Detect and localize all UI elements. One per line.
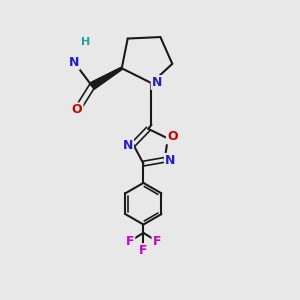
Text: O: O — [72, 103, 83, 116]
Text: N: N — [123, 139, 133, 152]
Text: H: H — [82, 37, 91, 46]
Text: N: N — [165, 154, 175, 167]
Text: F: F — [126, 235, 134, 248]
Text: N: N — [152, 76, 162, 89]
Text: F: F — [139, 244, 148, 257]
Text: N: N — [69, 56, 80, 69]
Text: O: O — [167, 130, 178, 143]
Text: F: F — [152, 235, 161, 248]
Polygon shape — [90, 67, 122, 89]
